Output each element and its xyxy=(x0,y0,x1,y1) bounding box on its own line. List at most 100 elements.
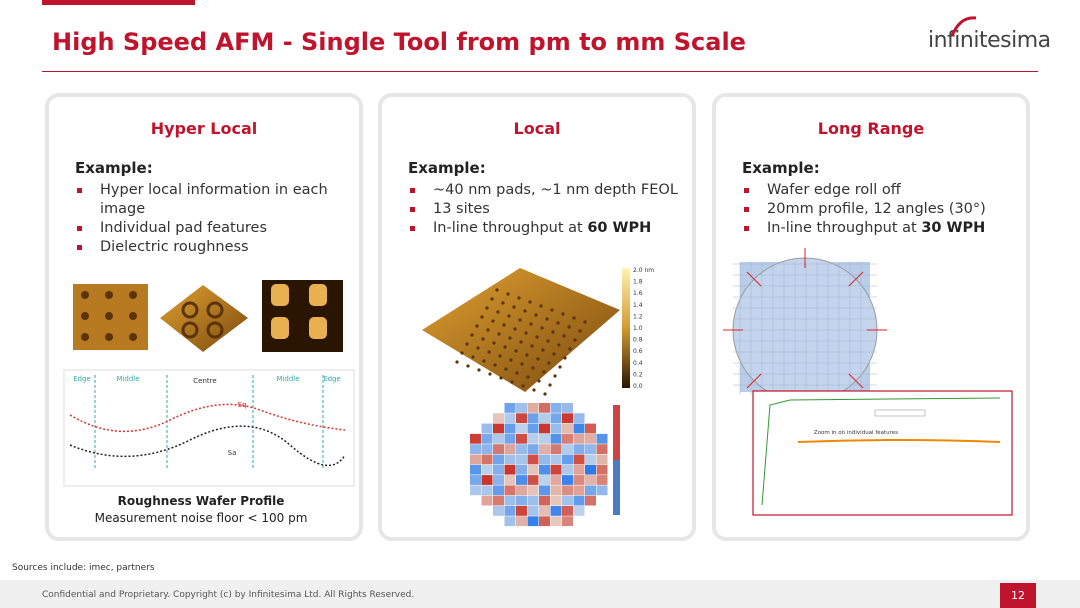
surface-3d xyxy=(422,268,620,392)
heat-cell xyxy=(539,506,550,516)
bullet-text: Individual pad features xyxy=(100,220,268,236)
heat-cell xyxy=(527,506,539,516)
pad xyxy=(181,321,199,339)
pad xyxy=(129,312,137,320)
heat-cell xyxy=(596,433,608,444)
pad xyxy=(510,380,514,384)
heat-cell xyxy=(504,475,516,485)
heat-cell xyxy=(550,464,562,475)
bullet-text: In-line throughput at xyxy=(767,220,922,236)
heat-cell xyxy=(481,495,493,506)
panel-title: Local xyxy=(513,119,561,138)
logo-swoosh xyxy=(950,16,977,37)
pad xyxy=(504,367,508,371)
scan-line xyxy=(848,271,864,287)
heat-cell xyxy=(562,423,573,434)
colorbar-label: 1.0 xyxy=(633,325,643,332)
heat-cell xyxy=(527,423,539,434)
heat-cell xyxy=(539,475,550,485)
bullet-bold: 30 WPH xyxy=(921,220,986,236)
pad xyxy=(562,334,566,338)
heat-cell xyxy=(493,475,504,485)
pad xyxy=(508,336,512,340)
heat-cell xyxy=(562,444,573,454)
pad xyxy=(129,333,137,341)
pad xyxy=(528,300,532,304)
pad xyxy=(501,301,505,305)
heat-cell xyxy=(504,444,516,454)
pad xyxy=(492,341,496,345)
heat-cell xyxy=(527,413,539,424)
pad xyxy=(460,351,464,355)
heat-cell xyxy=(516,444,527,454)
bullet-text: 20mm profile, 12 angles (30°) xyxy=(767,201,986,217)
heat-cell xyxy=(539,454,550,465)
heat-cell xyxy=(504,464,516,475)
pad xyxy=(545,317,549,321)
heat-cell xyxy=(527,475,539,485)
heat-cell xyxy=(562,516,573,527)
heat-cell xyxy=(573,475,585,485)
pad xyxy=(491,319,495,323)
heat-cell xyxy=(539,413,550,424)
pad xyxy=(558,365,562,369)
sa-curve xyxy=(69,425,346,467)
heat-cell xyxy=(527,433,539,444)
heat-cell xyxy=(539,485,550,496)
heat-cell xyxy=(527,485,539,496)
pad xyxy=(496,310,500,314)
zoom-box xyxy=(874,409,926,417)
bullet-list: Wafer edge roll off 20mm profile, 12 angl… xyxy=(742,181,1017,238)
pad xyxy=(552,352,556,356)
heat-cell xyxy=(573,444,585,454)
pad xyxy=(567,325,571,329)
panel-title: Long Range xyxy=(817,119,925,138)
heat-cell xyxy=(493,454,504,465)
pad xyxy=(536,357,540,361)
figure-label: Sa xyxy=(228,449,237,457)
heat-cell xyxy=(481,454,493,465)
pad xyxy=(465,342,469,346)
heat-cell xyxy=(516,464,527,475)
pad xyxy=(488,372,492,376)
pad xyxy=(495,288,499,292)
figure-label: Middle xyxy=(116,375,139,383)
heat-cell xyxy=(550,423,562,434)
panel-title: Hyper Local xyxy=(150,119,258,138)
colorbar-label: 0.8 xyxy=(633,337,643,344)
heat-cell xyxy=(539,433,550,444)
pad xyxy=(563,356,567,360)
pad xyxy=(542,370,546,374)
heat-cell xyxy=(550,454,562,465)
heat-cell xyxy=(470,433,481,444)
bullet-list: Hyper local information in each image Ind… xyxy=(75,181,350,257)
heat-cell xyxy=(527,444,539,454)
heat-cell xyxy=(573,485,585,496)
heat-cell xyxy=(562,475,573,485)
pad xyxy=(476,346,480,350)
heat-cell xyxy=(550,495,562,506)
pad xyxy=(526,375,530,379)
pad xyxy=(470,333,474,337)
bullet-text: In-line throughput at xyxy=(433,220,588,236)
pad xyxy=(537,379,541,383)
bullet-text: ~40 nm pads, ~1 nm depth FEOL xyxy=(433,182,678,198)
bullet-text: 13 sites xyxy=(433,201,490,217)
bullet-text: Hyper local information in each image xyxy=(100,182,328,217)
bullet-list: ~40 nm pads, ~1 nm depth FEOL 13 sites In-… xyxy=(408,181,683,238)
pad xyxy=(557,343,561,347)
heat-cell xyxy=(539,464,550,475)
bullet: ~40 nm pads, ~1 nm depth FEOL xyxy=(408,181,683,200)
heat-cell xyxy=(481,423,493,434)
pad xyxy=(561,312,565,316)
heat-cell xyxy=(596,475,608,485)
pad xyxy=(475,324,479,328)
heat-cell xyxy=(470,464,481,475)
heat-cell xyxy=(527,454,539,465)
caption: Measurement noise floor < 100 pm xyxy=(95,511,308,525)
heat-cell xyxy=(527,495,539,506)
pad xyxy=(573,338,577,342)
figure-label: Sq xyxy=(238,401,247,409)
